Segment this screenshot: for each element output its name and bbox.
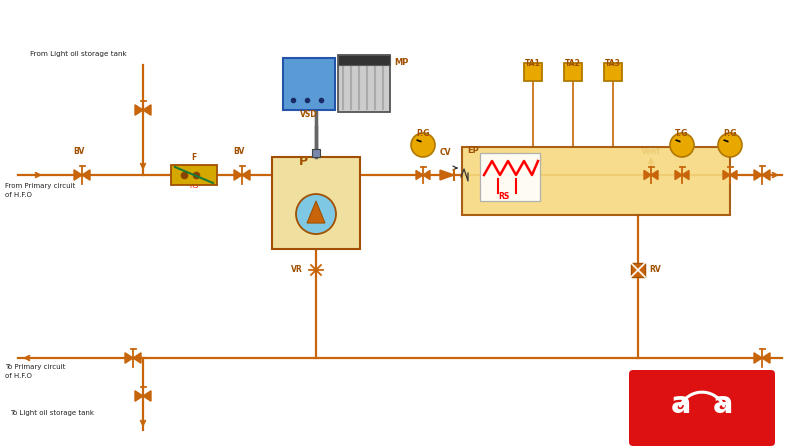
Bar (338, 55, 390, 112)
Polygon shape (730, 170, 737, 180)
Polygon shape (440, 170, 454, 180)
Polygon shape (723, 170, 730, 180)
Text: TA1: TA1 (525, 59, 541, 68)
Polygon shape (682, 170, 689, 180)
Polygon shape (762, 170, 770, 180)
Text: TA3: TA3 (605, 59, 621, 68)
Polygon shape (125, 353, 133, 363)
Text: a: a (713, 390, 733, 419)
Circle shape (411, 133, 435, 157)
Polygon shape (242, 170, 250, 180)
Text: BV: BV (73, 147, 84, 156)
Text: a: a (671, 390, 691, 419)
Bar (564, 63, 582, 81)
Text: P.G: P.G (723, 129, 737, 138)
Polygon shape (74, 170, 82, 180)
FancyBboxPatch shape (629, 370, 775, 446)
Text: P: P (298, 155, 307, 168)
Bar (462, 147, 730, 215)
Bar (171, 165, 217, 185)
Polygon shape (133, 353, 141, 363)
Polygon shape (135, 391, 143, 401)
Text: CV: CV (440, 148, 451, 157)
Polygon shape (423, 170, 430, 180)
Polygon shape (644, 170, 651, 180)
Text: From Light oil storage tank: From Light oil storage tank (30, 51, 126, 57)
Text: BV: BV (233, 147, 244, 156)
Bar (604, 63, 622, 81)
Bar (480, 153, 540, 201)
Bar (312, 149, 320, 157)
Bar (283, 58, 335, 110)
Polygon shape (135, 105, 143, 115)
Text: RV: RV (649, 265, 661, 274)
Bar (631, 263, 645, 277)
Text: VSD: VSD (300, 110, 318, 119)
Polygon shape (307, 201, 325, 223)
Text: P.G: P.G (416, 129, 430, 138)
Circle shape (670, 133, 694, 157)
Text: MP: MP (394, 58, 408, 67)
Polygon shape (675, 170, 682, 180)
Text: To Light oil storage tank: To Light oil storage tank (10, 410, 94, 416)
Circle shape (718, 133, 742, 157)
Polygon shape (82, 170, 90, 180)
Polygon shape (416, 170, 423, 180)
Text: of H.F.O: of H.F.O (5, 192, 32, 198)
Text: RS: RS (498, 192, 510, 201)
Polygon shape (762, 353, 770, 363)
Circle shape (296, 194, 336, 234)
Text: VR: VR (291, 265, 302, 274)
Bar (272, 157, 360, 249)
Text: TA2: TA2 (565, 59, 581, 68)
Polygon shape (754, 353, 762, 363)
Text: of H.F.O: of H.F.O (5, 373, 32, 379)
Polygon shape (234, 170, 242, 180)
Text: EP: EP (467, 146, 478, 155)
Bar (338, 55, 390, 65)
Text: Vent: Vent (641, 147, 661, 156)
Text: RS: RS (190, 183, 198, 189)
Text: T.G: T.G (675, 129, 689, 138)
Polygon shape (651, 170, 658, 180)
Polygon shape (143, 105, 151, 115)
Polygon shape (143, 391, 151, 401)
Text: F: F (191, 153, 197, 162)
Text: To Primary circuit: To Primary circuit (5, 364, 66, 370)
Text: From Primary circuit: From Primary circuit (5, 183, 75, 189)
Bar (524, 63, 542, 81)
Polygon shape (754, 170, 762, 180)
